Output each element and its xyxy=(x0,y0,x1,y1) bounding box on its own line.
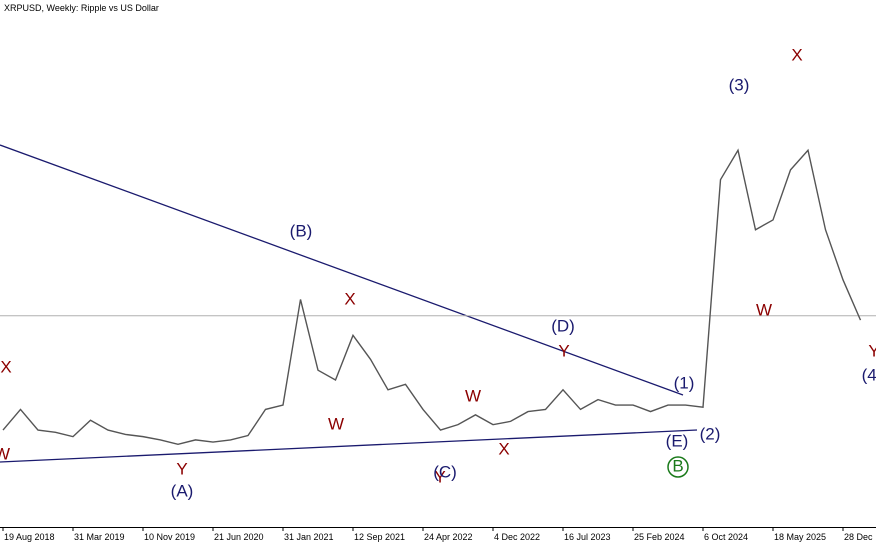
x-tick-label: 12 Sep 2021 xyxy=(354,532,405,542)
wave-label: X xyxy=(791,45,802,64)
price-line xyxy=(2,148,862,445)
wave-label: (D) xyxy=(551,316,575,335)
x-tick-label: 19 Aug 2018 xyxy=(4,532,55,542)
wave-label: (4) xyxy=(862,365,876,384)
wave-label: Y xyxy=(176,459,187,478)
x-tick-label: 18 May 2025 xyxy=(774,532,826,542)
wave-label: (B) xyxy=(290,221,313,240)
wave-label: X xyxy=(498,439,509,458)
x-tick-label: 24 Apr 2022 xyxy=(424,532,473,542)
wave-label: (1) xyxy=(674,373,695,392)
wave-label: Y xyxy=(434,467,445,486)
wave-label: W xyxy=(756,300,772,319)
x-tick-label: 31 Mar 2019 xyxy=(74,532,125,542)
wave-label: Y xyxy=(558,341,569,360)
wave-label: (2) xyxy=(700,424,721,443)
wave-label: B xyxy=(672,456,683,475)
x-tick-label: 31 Jan 2021 xyxy=(284,532,334,542)
wave-label: X xyxy=(344,289,355,308)
upper-trendline xyxy=(0,144,684,396)
x-tick-label: 16 Jul 2023 xyxy=(564,532,611,542)
wave-label: (C) xyxy=(433,462,457,481)
x-tick-label: 25 Feb 2024 xyxy=(634,532,685,542)
wave-label: Y xyxy=(868,341,876,360)
x-tick-label: 4 Dec 2022 xyxy=(494,532,540,542)
wave-label: X xyxy=(0,357,11,376)
x-tick-label: 10 Nov 2019 xyxy=(144,532,195,542)
wave-label: (A) xyxy=(171,481,194,500)
wave-label: (3) xyxy=(729,75,750,94)
chart-title: XRPUSD, Weekly: Ripple vs US Dollar xyxy=(4,3,159,13)
wave-label: W xyxy=(328,414,344,433)
wave-label: W xyxy=(465,386,481,405)
x-tick-label: 21 Jun 2020 xyxy=(214,532,264,542)
x-tick-label: 28 Dec xyxy=(844,532,873,542)
wave-circle xyxy=(667,456,689,478)
wave-label: (E) xyxy=(666,431,689,450)
x-tick-label: 6 Oct 2024 xyxy=(704,532,748,542)
wave-label: W xyxy=(0,444,10,463)
lower-trendline xyxy=(0,429,698,463)
